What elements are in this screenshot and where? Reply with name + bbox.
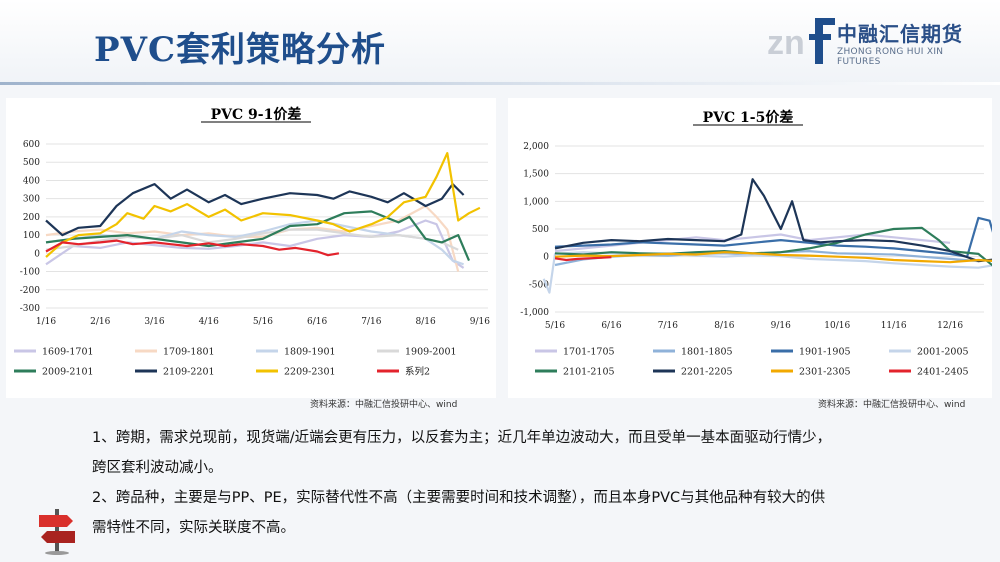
x-tick-label: 1/16 <box>36 317 56 327</box>
legend-label: 1809-1901 <box>284 347 336 358</box>
y-tick-label: 500 <box>23 158 40 168</box>
series-line <box>554 178 992 263</box>
note-line-2: 跨区套利波动减小。 <box>92 460 223 476</box>
y-tick-label: 600 <box>23 140 40 150</box>
y-tick-label: 1,500 <box>523 170 549 180</box>
x-tick-label: 8/16 <box>416 317 436 327</box>
series-line <box>554 251 992 264</box>
chart-title: PVC 1-5价差 <box>703 109 794 126</box>
y-tick-label: -1,000 <box>520 308 549 318</box>
x-tick-label: 11/16 <box>881 321 907 331</box>
legend-label: 系列2 <box>405 366 430 378</box>
x-tick-label: 3/16 <box>144 317 164 327</box>
x-tick-label: 7/16 <box>361 317 381 327</box>
legend-label: 1701-1705 <box>563 347 615 358</box>
legend-label: 1609-1701 <box>42 347 94 358</box>
legend-label: 2401-2405 <box>917 367 969 378</box>
x-tick-label: 4/16 <box>199 317 219 327</box>
series-line <box>45 182 465 237</box>
series-line <box>45 151 481 258</box>
legend-label: 2201-2205 <box>681 367 733 378</box>
x-tick-label: 5/16 <box>253 317 273 327</box>
logo-mark-icon: zn <box>767 18 835 64</box>
y-tick-label: 500 <box>532 225 549 235</box>
y-tick-label: -200 <box>20 286 40 296</box>
legend-label: 2109-2201 <box>163 367 215 378</box>
y-tick-label: 1,000 <box>523 197 549 207</box>
svg-text:zn: zn <box>767 24 805 62</box>
series-line <box>45 210 471 262</box>
x-tick-label: 12/16 <box>937 321 963 331</box>
legend-label: 1801-1805 <box>681 347 733 358</box>
y-tick-label: 0 <box>34 249 40 259</box>
series-line <box>45 228 459 251</box>
header-divider <box>0 82 1000 85</box>
legend-label: 2001-2005 <box>917 347 969 358</box>
chart-pvc-1-5-svg: PVC 1-5价差 -1,000 -500 0 500 1,000 1,500 2,000 5/… <box>520 109 992 378</box>
x-tick-label: 8/16 <box>714 321 734 331</box>
company-logo: zn 中融汇信期货 ZHONG RONG HUI XIN FUTURES <box>765 12 990 72</box>
x-tick-label: 7/16 <box>658 321 678 331</box>
chart-2-source: 资料来源：中融汇信投研中心、wind <box>818 400 966 410</box>
series-line <box>542 251 992 294</box>
signpost-icon <box>37 505 77 555</box>
legend-label: 2009-2101 <box>42 367 94 378</box>
series-line <box>554 226 992 267</box>
logo-chinese-name: 中融汇信期货 <box>837 22 963 46</box>
legend-label: 2101-2105 <box>563 367 615 378</box>
legend-label: 1901-1905 <box>799 347 851 358</box>
note-line-3: 2、跨品种，主要是与PP、PE，实际替代性不高（主要需要时间和技术调整），而且本… <box>92 490 826 506</box>
y-tick-label: -100 <box>20 268 40 278</box>
logo-english-name: ZHONG RONG HUI XIN FUTURES <box>837 47 944 67</box>
x-tick-label: 2/16 <box>90 317 110 327</box>
chart-pvc-9-1-spread: PVC 9-1价差 -300 -200 -100 0 100 200 300 400 500 600… <box>6 98 496 398</box>
x-tick-label: 6/16 <box>601 321 621 331</box>
header-bar <box>0 0 1000 84</box>
chart-title: PVC 9-1价差 <box>211 106 302 123</box>
page-title: PVC套利策略分析 <box>94 30 387 70</box>
chart-1-source: 资料来源：中融汇信投研中心、wind <box>310 400 458 410</box>
y-tick-label: -500 <box>529 280 549 290</box>
series-line <box>45 239 340 257</box>
series-line <box>554 216 992 258</box>
note-line-1: 1、跨期，需求兑现前，现货端/近端会更有压力，以反套为主；近几年单边波动大，而且… <box>92 430 832 446</box>
y-tick-label: 200 <box>23 213 40 223</box>
legend-label: 1909-2001 <box>405 347 457 358</box>
y-tick-label: -300 <box>20 304 40 314</box>
chart-pvc-9-1-svg: PVC 9-1价差 -300 -200 -100 0 100 200 300 400 500 600… <box>14 106 490 378</box>
y-tick-label: 0 <box>543 253 549 263</box>
legend-label: 2209-2301 <box>284 367 336 378</box>
y-tick-label: 300 <box>23 195 40 205</box>
x-tick-label: 5/16 <box>545 321 565 331</box>
x-tick-label: 9/16 <box>771 321 791 331</box>
legend-label: 2301-2305 <box>799 367 851 378</box>
series-line <box>45 219 465 269</box>
legend-label: 1709-1801 <box>163 347 215 358</box>
y-tick-label: 100 <box>23 231 40 241</box>
chart-pvc-1-5-spread: PVC 1-5价差 -1,000 -500 0 500 1,000 1,500 2,000 5/… <box>508 98 992 398</box>
series-line <box>554 256 612 262</box>
note-line-4: 需特性不同，实际关联度不高。 <box>92 520 295 536</box>
x-tick-label: 10/16 <box>824 321 850 331</box>
y-tick-label: 2,000 <box>523 142 549 152</box>
x-tick-label: 6/16 <box>307 317 327 327</box>
x-tick-label: 9/16 <box>470 317 490 327</box>
y-tick-label: 400 <box>23 176 40 186</box>
